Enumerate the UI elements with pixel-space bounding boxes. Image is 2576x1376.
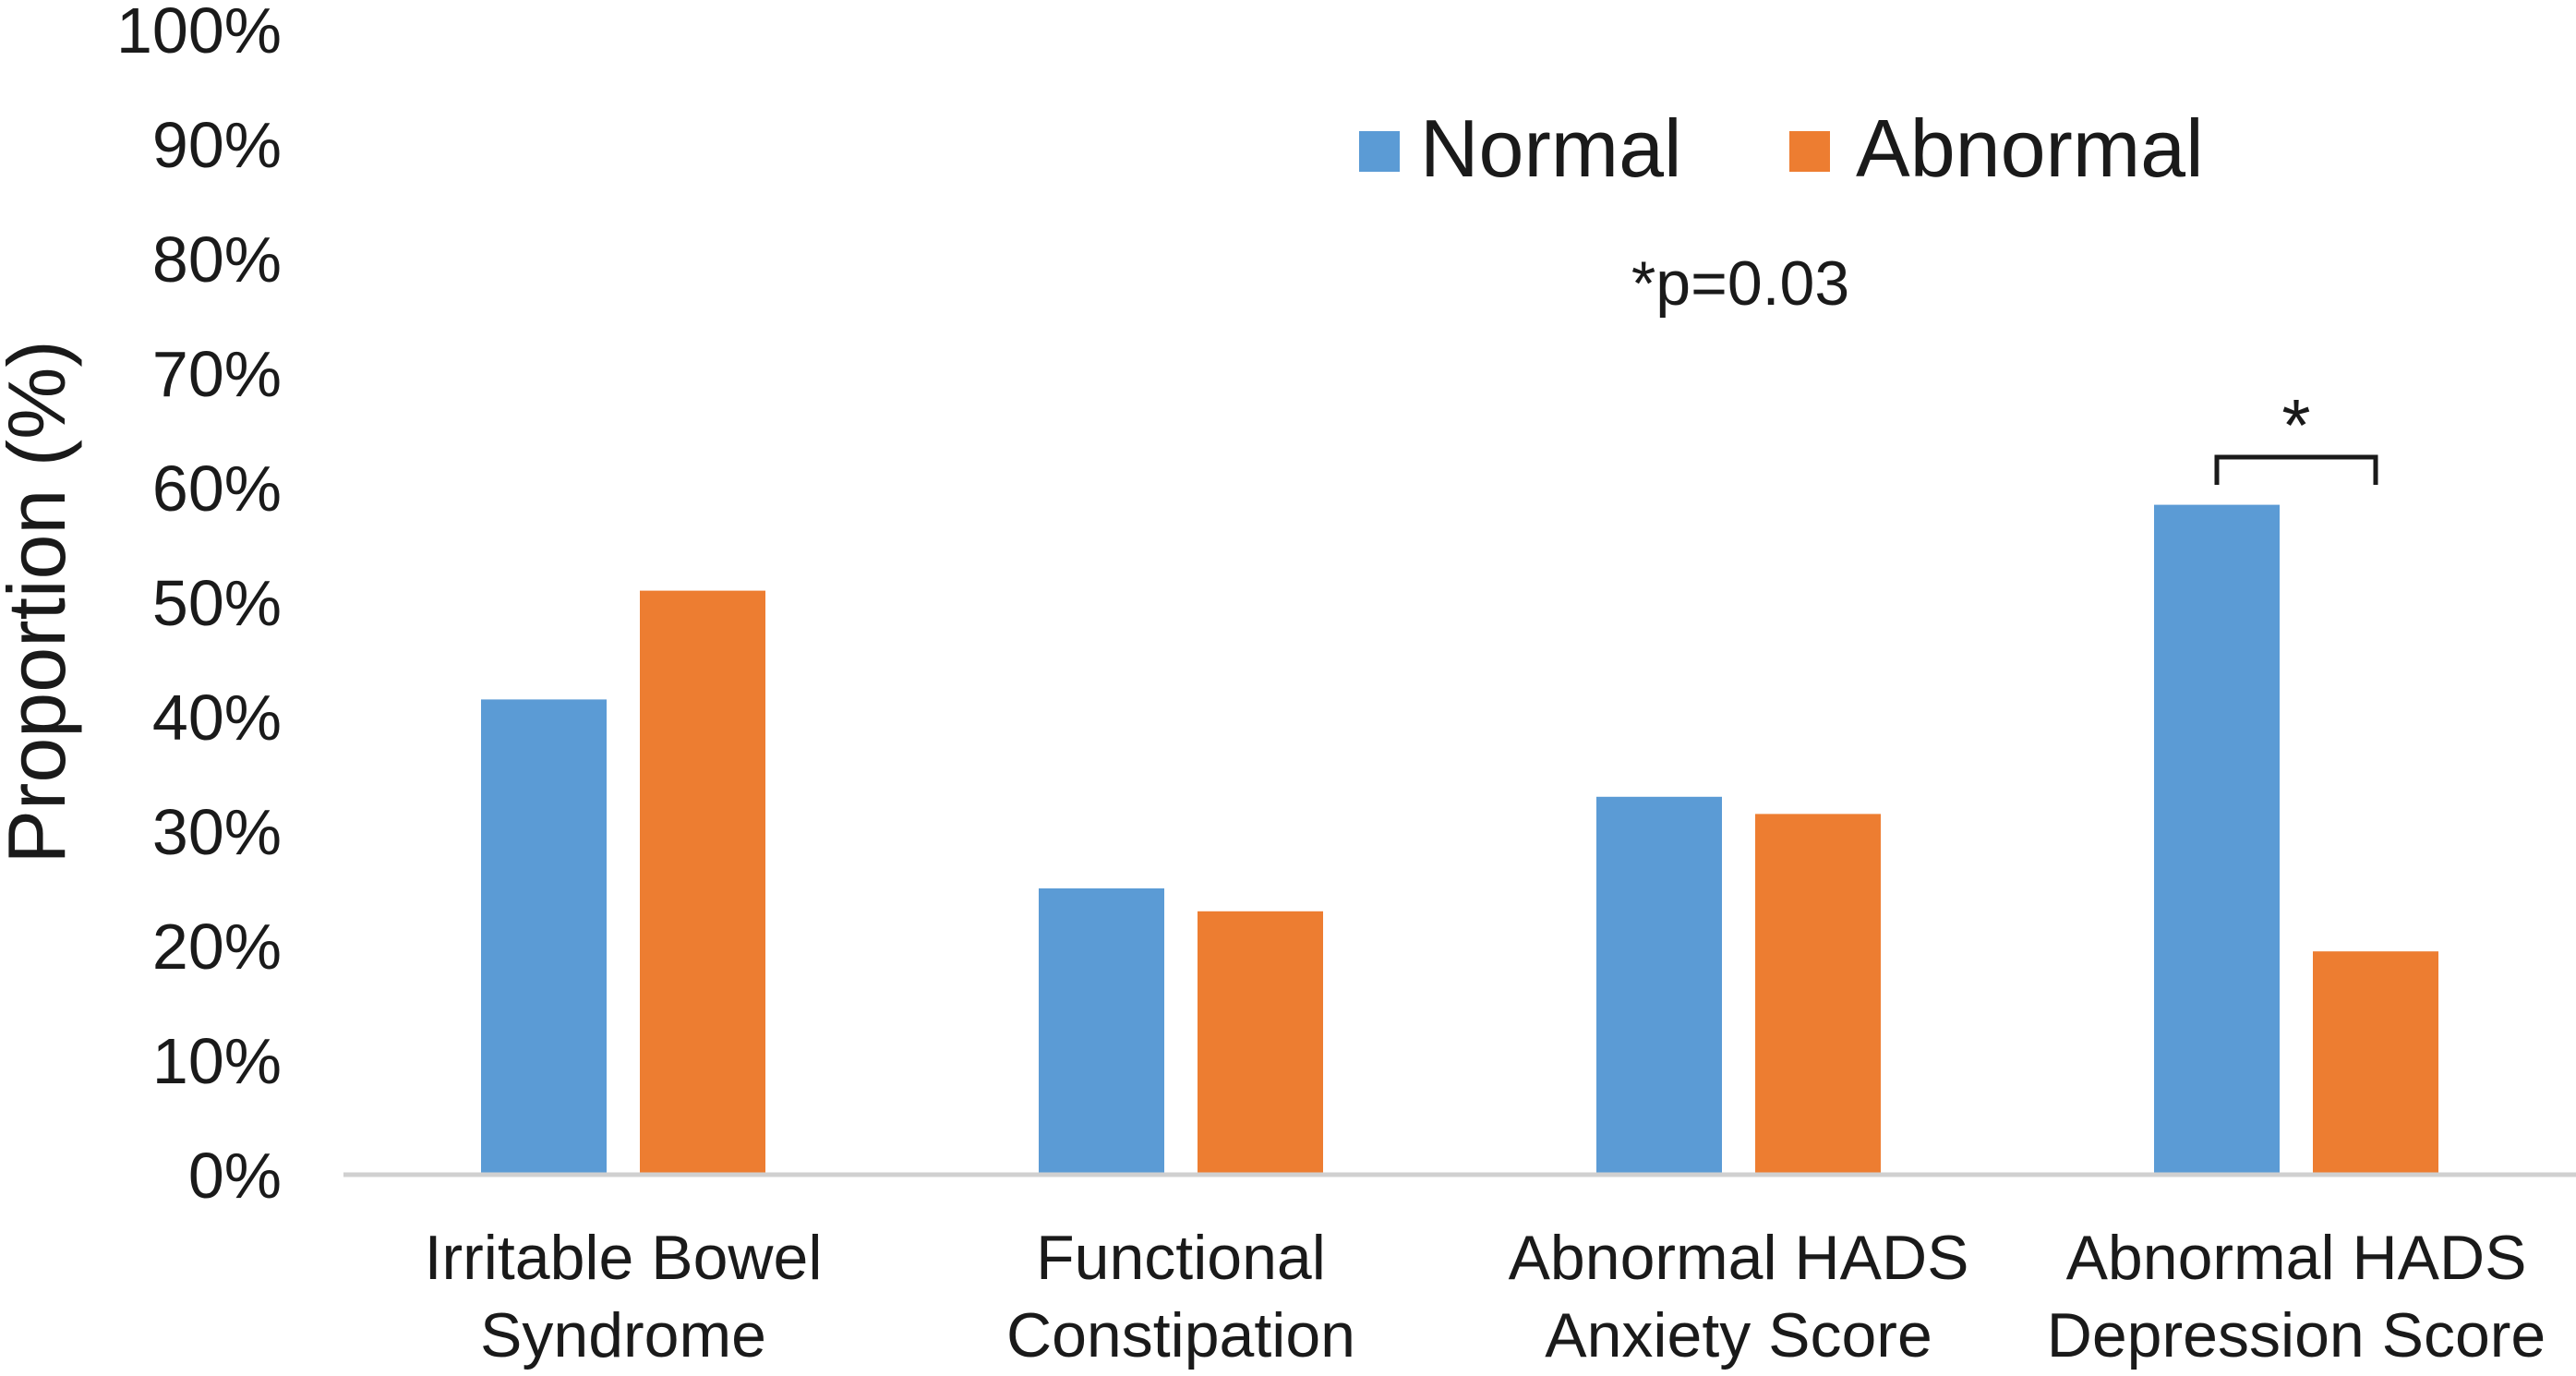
significance-star: * xyxy=(2281,384,2310,466)
y-tick-label: 30% xyxy=(152,796,282,868)
y-tick-label: 70% xyxy=(152,338,282,410)
legend-swatch-normal xyxy=(1359,131,1400,172)
x-category-label: Abnormal HADS xyxy=(1509,1223,1969,1293)
legend-swatch-abnormal xyxy=(1789,131,1830,172)
y-tick-label: 10% xyxy=(152,1025,282,1097)
x-category-label: Anxiety Score xyxy=(1545,1300,1932,1370)
x-category-label: Abnormal HADS xyxy=(2066,1223,2527,1293)
y-axis-ticks: 0% 10% 20% 30% 40% 50% 60% 70% 80% 90% 100% xyxy=(116,0,282,1212)
y-tick-label: 90% xyxy=(152,109,282,181)
x-category-label: Depression Score xyxy=(2047,1300,2546,1370)
bar-normal-1 xyxy=(1039,888,1164,1175)
x-category-label: Constipation xyxy=(1006,1300,1355,1370)
y-tick-label: 40% xyxy=(152,682,282,754)
legend: Normal Abnormal xyxy=(1359,103,2204,194)
y-tick-label: 50% xyxy=(152,567,282,639)
p-value-annotation: *p=0.03 xyxy=(1631,248,1849,319)
significance-marker: * xyxy=(2214,384,2378,485)
bar-abnormal-0 xyxy=(640,590,765,1175)
y-tick-label: 0% xyxy=(188,1140,282,1212)
x-category-label: Functional xyxy=(1036,1223,1326,1293)
bars xyxy=(481,504,2438,1175)
bar-normal-0 xyxy=(481,699,607,1175)
y-tick-label: 20% xyxy=(152,911,282,983)
bar-abnormal-1 xyxy=(1198,911,1323,1175)
y-tick-label: 80% xyxy=(152,223,282,296)
legend-label-abnormal: Abnormal xyxy=(1856,103,2204,194)
y-axis-title: Proportion (%) xyxy=(0,340,82,863)
significance-bracket xyxy=(2214,454,2378,485)
y-tick-label: 60% xyxy=(152,453,282,525)
bar-normal-3 xyxy=(2154,504,2280,1175)
bar-abnormal-2 xyxy=(1755,814,1881,1175)
x-category-label: Irritable Bowel xyxy=(425,1223,823,1293)
bar-normal-2 xyxy=(1596,796,1722,1175)
bar-abnormal-3 xyxy=(2313,951,2438,1175)
x-category-label: Syndrome xyxy=(480,1300,766,1370)
y-tick-label: 100% xyxy=(116,0,282,66)
legend-label-normal: Normal xyxy=(1420,103,1682,194)
